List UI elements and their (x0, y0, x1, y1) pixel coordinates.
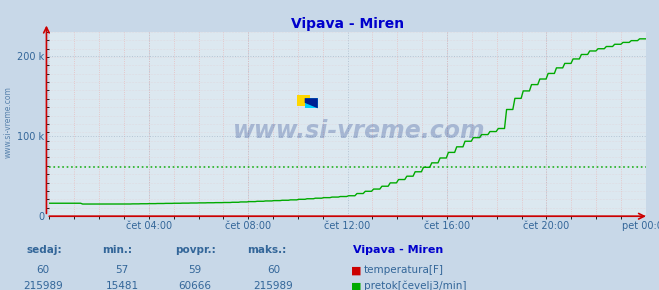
Text: ■: ■ (351, 265, 361, 275)
Text: ■: ■ (351, 281, 361, 290)
Text: 60: 60 (36, 265, 49, 275)
Text: 15481: 15481 (105, 281, 138, 290)
Text: www.si-vreme.com: www.si-vreme.com (233, 119, 486, 143)
Text: 57: 57 (115, 265, 129, 275)
Text: 59: 59 (188, 265, 201, 275)
Bar (304, 98, 318, 108)
Polygon shape (304, 98, 318, 108)
Text: 60: 60 (267, 265, 280, 275)
Text: min.:: min.: (102, 245, 132, 255)
Text: Vipava - Miren: Vipava - Miren (353, 245, 443, 255)
Bar (297, 95, 310, 106)
Text: 60666: 60666 (178, 281, 211, 290)
Text: pretok[čevelj3/min]: pretok[čevelj3/min] (364, 281, 467, 290)
Text: sedaj:: sedaj: (26, 245, 62, 255)
Text: 215989: 215989 (23, 281, 63, 290)
Text: temperatura[F]: temperatura[F] (364, 265, 444, 275)
Text: povpr.:: povpr.: (175, 245, 215, 255)
Title: Vipava - Miren: Vipava - Miren (291, 17, 404, 31)
Text: www.si-vreme.com: www.si-vreme.com (3, 86, 13, 158)
Text: 215989: 215989 (254, 281, 293, 290)
Text: maks.:: maks.: (247, 245, 287, 255)
